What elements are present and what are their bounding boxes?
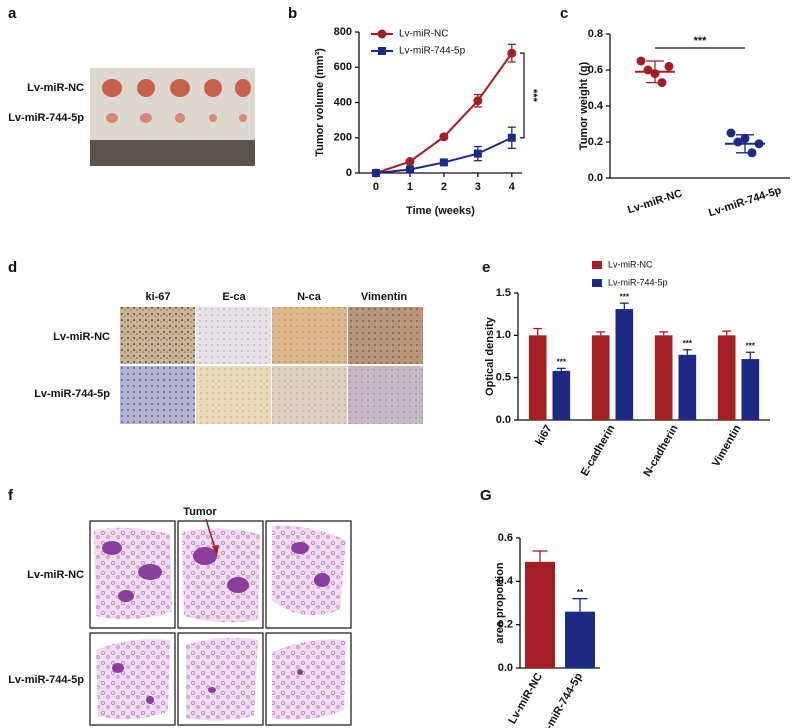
row-label: Lv-miR-NC [53,331,110,343]
legend-marker [378,47,386,55]
y-tick-label: 0.4 [588,100,604,112]
bar [525,561,555,668]
marker [507,48,517,58]
y-tick-label: 0.6 [588,64,603,76]
column-label: Vimentin [361,291,408,303]
significance-label: *** [620,292,630,301]
bar [741,359,760,420]
y-tick-label: 0.0 [498,662,513,674]
marker [507,133,516,142]
panel-letter: d [8,259,17,276]
lung-sections [89,518,352,726]
row-label: Lv-miR-744-5p [8,112,84,124]
x-tick-label: Lv-miR-NC [506,671,545,726]
x-tick-label: 0 [373,181,379,193]
y-axis-label: Tumor weight (g) [578,61,590,150]
bar [528,335,547,420]
row-label: Lv-miR-744-5p [8,674,84,686]
annotation: Tumor [183,506,217,518]
marker [371,169,380,177]
panel-letter: a [8,5,17,22]
y-tick-label: 600 [334,61,352,73]
panel-letter: G [480,487,492,504]
significance-label: *** [746,341,756,350]
marker [473,149,482,158]
legend-label: Lv-miR-744-5p [399,46,466,57]
row-label: Lv-miR-744-5p [34,388,110,400]
x-tick-label: N-cadherin [641,423,680,479]
legend-marker [377,29,387,39]
annotation: *** [694,35,708,47]
y-tick-label: 1.0 [496,329,511,341]
x-tick-label: Lv-miR-744-5p [537,671,585,728]
y-tick-label: 0.6 [498,532,513,544]
x-tick-label: Lv-miR-744-5p [707,184,783,219]
panel-letter: f [8,487,14,504]
legend-label: Lv-miR-NC [608,259,653,269]
ihc-images [120,307,423,424]
bar [591,335,610,420]
x-tick-label: E-cadherin [579,423,618,478]
y-tick-label: 1.5 [496,287,511,299]
legend-label: Lv-miR-744-5p [608,277,668,287]
significance-label: ** [577,588,584,597]
marker [405,165,414,174]
line-series [375,136,513,174]
y-tick-label: 0.8 [588,28,603,40]
y-tick-label: 0.0 [588,172,603,184]
column-label: ki-67 [145,291,170,303]
panel-letter: c [560,5,568,22]
legend-swatch [592,279,602,287]
row-label: Lv-miR-NC [27,82,84,94]
x-axis-label: Time (weeks) [406,205,475,217]
x-tick-label: 4 [509,181,516,193]
y-axis-label: area proportion [494,562,506,644]
bar [565,611,595,668]
y-tick-label: 0.5 [496,372,511,384]
panel-letter: e [482,259,490,276]
annotation: *** [527,89,539,103]
bar [615,309,634,420]
y-tick-label: 400 [334,96,352,108]
marker [439,132,449,142]
y-tick-label: 200 [334,132,352,144]
x-tick-label: 3 [475,181,481,193]
y-tick-label: 0.4 [498,575,514,587]
column-label: E-ca [222,291,246,303]
data-point [726,128,736,138]
data-point [636,56,646,66]
y-axis-label: Optical density [484,316,496,396]
bar [717,335,736,420]
y-tick-label: 800 [334,26,352,38]
tumor-photo [90,68,255,166]
marker [473,96,483,106]
significance-label: *** [683,339,693,348]
significance-bracket [520,52,525,139]
line-series [375,52,513,174]
y-tick-label: 0.2 [498,619,513,631]
row-label: Lv-miR-NC [27,569,84,581]
x-tick-label: 2 [441,181,447,193]
y-tick-label: 0 [346,167,352,179]
marker [439,158,448,167]
legend-swatch [592,261,602,269]
x-tick-label: Lv-miR-NC [626,187,684,216]
data-point [664,61,674,71]
bar [654,335,673,420]
bar [678,354,697,420]
y-axis-label: Tumor volume (mm³) [314,48,326,157]
x-tick-label: ki67 [534,423,555,448]
y-tick-label: 0.2 [588,136,603,148]
panel-letter: b [288,5,297,22]
x-tick-label: 1 [407,181,413,193]
x-tick-label: Vimentin [710,423,744,469]
legend-label: Lv-miR-NC [399,29,448,40]
bar [552,370,571,420]
significance-label: *** [557,357,567,366]
marker [405,157,415,167]
column-label: N-ca [297,291,322,303]
y-tick-label: 0.0 [496,414,511,426]
